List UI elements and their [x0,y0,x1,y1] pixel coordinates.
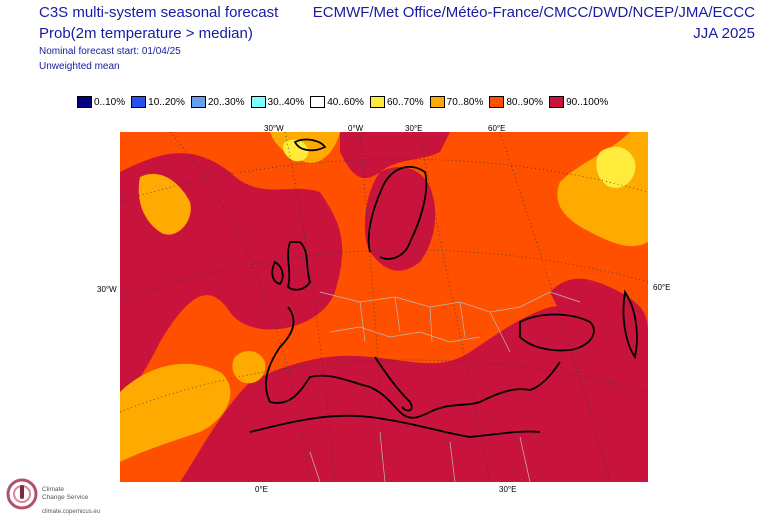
legend-item: 90..100% [549,96,608,108]
legend-swatch [549,96,565,108]
legend-item: 10..20% [131,96,185,108]
shading-70-80-west [138,173,191,235]
legend-label: 40..60% [327,96,364,108]
legend-label: 30..40% [267,96,305,108]
legend-swatch [77,96,92,108]
legend-swatch [190,96,206,108]
shading-70-80-spain [232,350,266,384]
legend-item: 40..60% [310,96,364,108]
forecast-start-text: Nominal forecast start: 01/04/25 [39,46,181,57]
graticule [120,132,648,482]
model-centres-title: ECMWF/Met Office/Météo-France/CMCC/DWD/N… [312,4,755,21]
legend-item: 60..70% [369,96,424,108]
legend-item: 80..90% [489,96,543,108]
lon-label-top: 30°E [405,124,423,133]
weighting-text: Unweighted mean [39,61,120,72]
legend-swatch [310,96,326,108]
legend-item: 70..80% [429,96,484,108]
lon-label-top: 60°E [488,124,506,133]
lon-label-top: 30°W [264,124,284,133]
shading-90-100-mediterranean [180,306,648,482]
legend-swatch [489,96,505,108]
legend-label: 90..100% [566,96,609,108]
shading-60-70-n [282,139,309,162]
map-subtitle: Prob(2m temperature > median) [39,25,253,42]
map-title: C3S multi-system seasonal forecast [39,4,279,21]
legend-swatch [131,96,147,108]
shading-60-70-ne [596,146,636,188]
legend-label: 20..30% [207,96,245,108]
legend-label: 70..80% [446,96,484,108]
lon-label-bottom: 0°E [255,485,268,494]
country-borders [309,291,581,482]
copernicus-logo: Climate Change Service [5,477,88,511]
copernicus-emblem-icon [6,478,38,510]
season-label: JJA 2025 [693,25,755,42]
probability-map [120,132,648,482]
lon-label-top: 0°W [348,124,364,133]
legend-label: 0..10% [94,96,126,108]
shading-70-80-atlantic-south [120,363,231,462]
legend-item: 0..10% [77,96,125,108]
shading-90-100-scandinavia [364,167,436,271]
legend-label: 10..20% [148,96,185,108]
lon-label-bottom: 30°E [499,485,517,494]
lat-label-right: 60°E [653,283,671,292]
logo-name-line2: Change Service [42,494,89,501]
legend-swatch [250,96,266,108]
legend-label: 80..90% [506,96,544,108]
shading-90-100-north [340,132,450,179]
legend-item: 20..30% [190,96,245,108]
logo-name-line1: Climate [42,486,65,493]
probability-legend: 0..10% 10..20% 20..30% 30..40% 40..60% 6… [77,96,614,108]
logo-text: Climate Change Service [42,486,88,502]
coastlines [249,138,638,438]
legend-item: 30..40% [250,96,305,108]
legend-label: 60..70% [386,96,424,108]
legend-swatch [369,96,385,108]
legend-swatch [429,96,445,108]
lat-label-left: 30°W [97,285,117,294]
logo-url: climate.copernicus.eu [42,509,101,515]
